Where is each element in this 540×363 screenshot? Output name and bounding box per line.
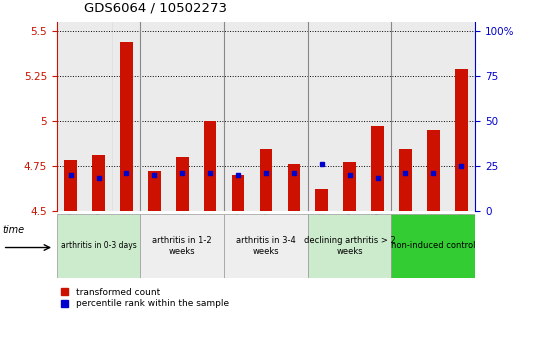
Bar: [224, 22, 252, 211]
Bar: [120, 41, 133, 211]
Bar: [336, 22, 363, 211]
Text: non-induced control: non-induced control: [391, 241, 476, 250]
Bar: [363, 22, 392, 211]
Bar: [308, 22, 336, 211]
Bar: [308, 214, 392, 278]
Text: declining arthritis > 2
weeks: declining arthritis > 2 weeks: [304, 236, 395, 256]
Bar: [392, 214, 475, 278]
Text: time: time: [3, 225, 25, 235]
Bar: [148, 171, 160, 211]
Bar: [427, 130, 440, 211]
Bar: [168, 22, 196, 211]
Text: GDS6064 / 10502273: GDS6064 / 10502273: [84, 1, 227, 15]
Bar: [260, 150, 272, 211]
Bar: [64, 160, 77, 211]
Bar: [85, 22, 112, 211]
Bar: [280, 22, 308, 211]
Bar: [204, 121, 217, 211]
Bar: [92, 155, 105, 211]
Bar: [372, 126, 384, 211]
Bar: [196, 22, 224, 211]
Bar: [399, 150, 411, 211]
Bar: [447, 22, 475, 211]
Text: arthritis in 0-3 days: arthritis in 0-3 days: [60, 241, 137, 250]
Bar: [392, 22, 420, 211]
Bar: [112, 22, 140, 211]
Bar: [288, 164, 300, 211]
Bar: [420, 22, 447, 211]
Bar: [140, 22, 168, 211]
Bar: [57, 22, 85, 211]
Bar: [232, 175, 244, 211]
Bar: [224, 214, 308, 278]
Text: arthritis in 3-4
weeks: arthritis in 3-4 weeks: [236, 236, 296, 256]
Bar: [315, 189, 328, 211]
Bar: [140, 214, 224, 278]
Bar: [176, 156, 188, 211]
Bar: [57, 214, 140, 278]
Bar: [455, 69, 468, 211]
Text: arthritis in 1-2
weeks: arthritis in 1-2 weeks: [152, 236, 212, 256]
Legend: transformed count, percentile rank within the sample: transformed count, percentile rank withi…: [61, 287, 229, 308]
Bar: [252, 22, 280, 211]
Bar: [343, 162, 356, 211]
